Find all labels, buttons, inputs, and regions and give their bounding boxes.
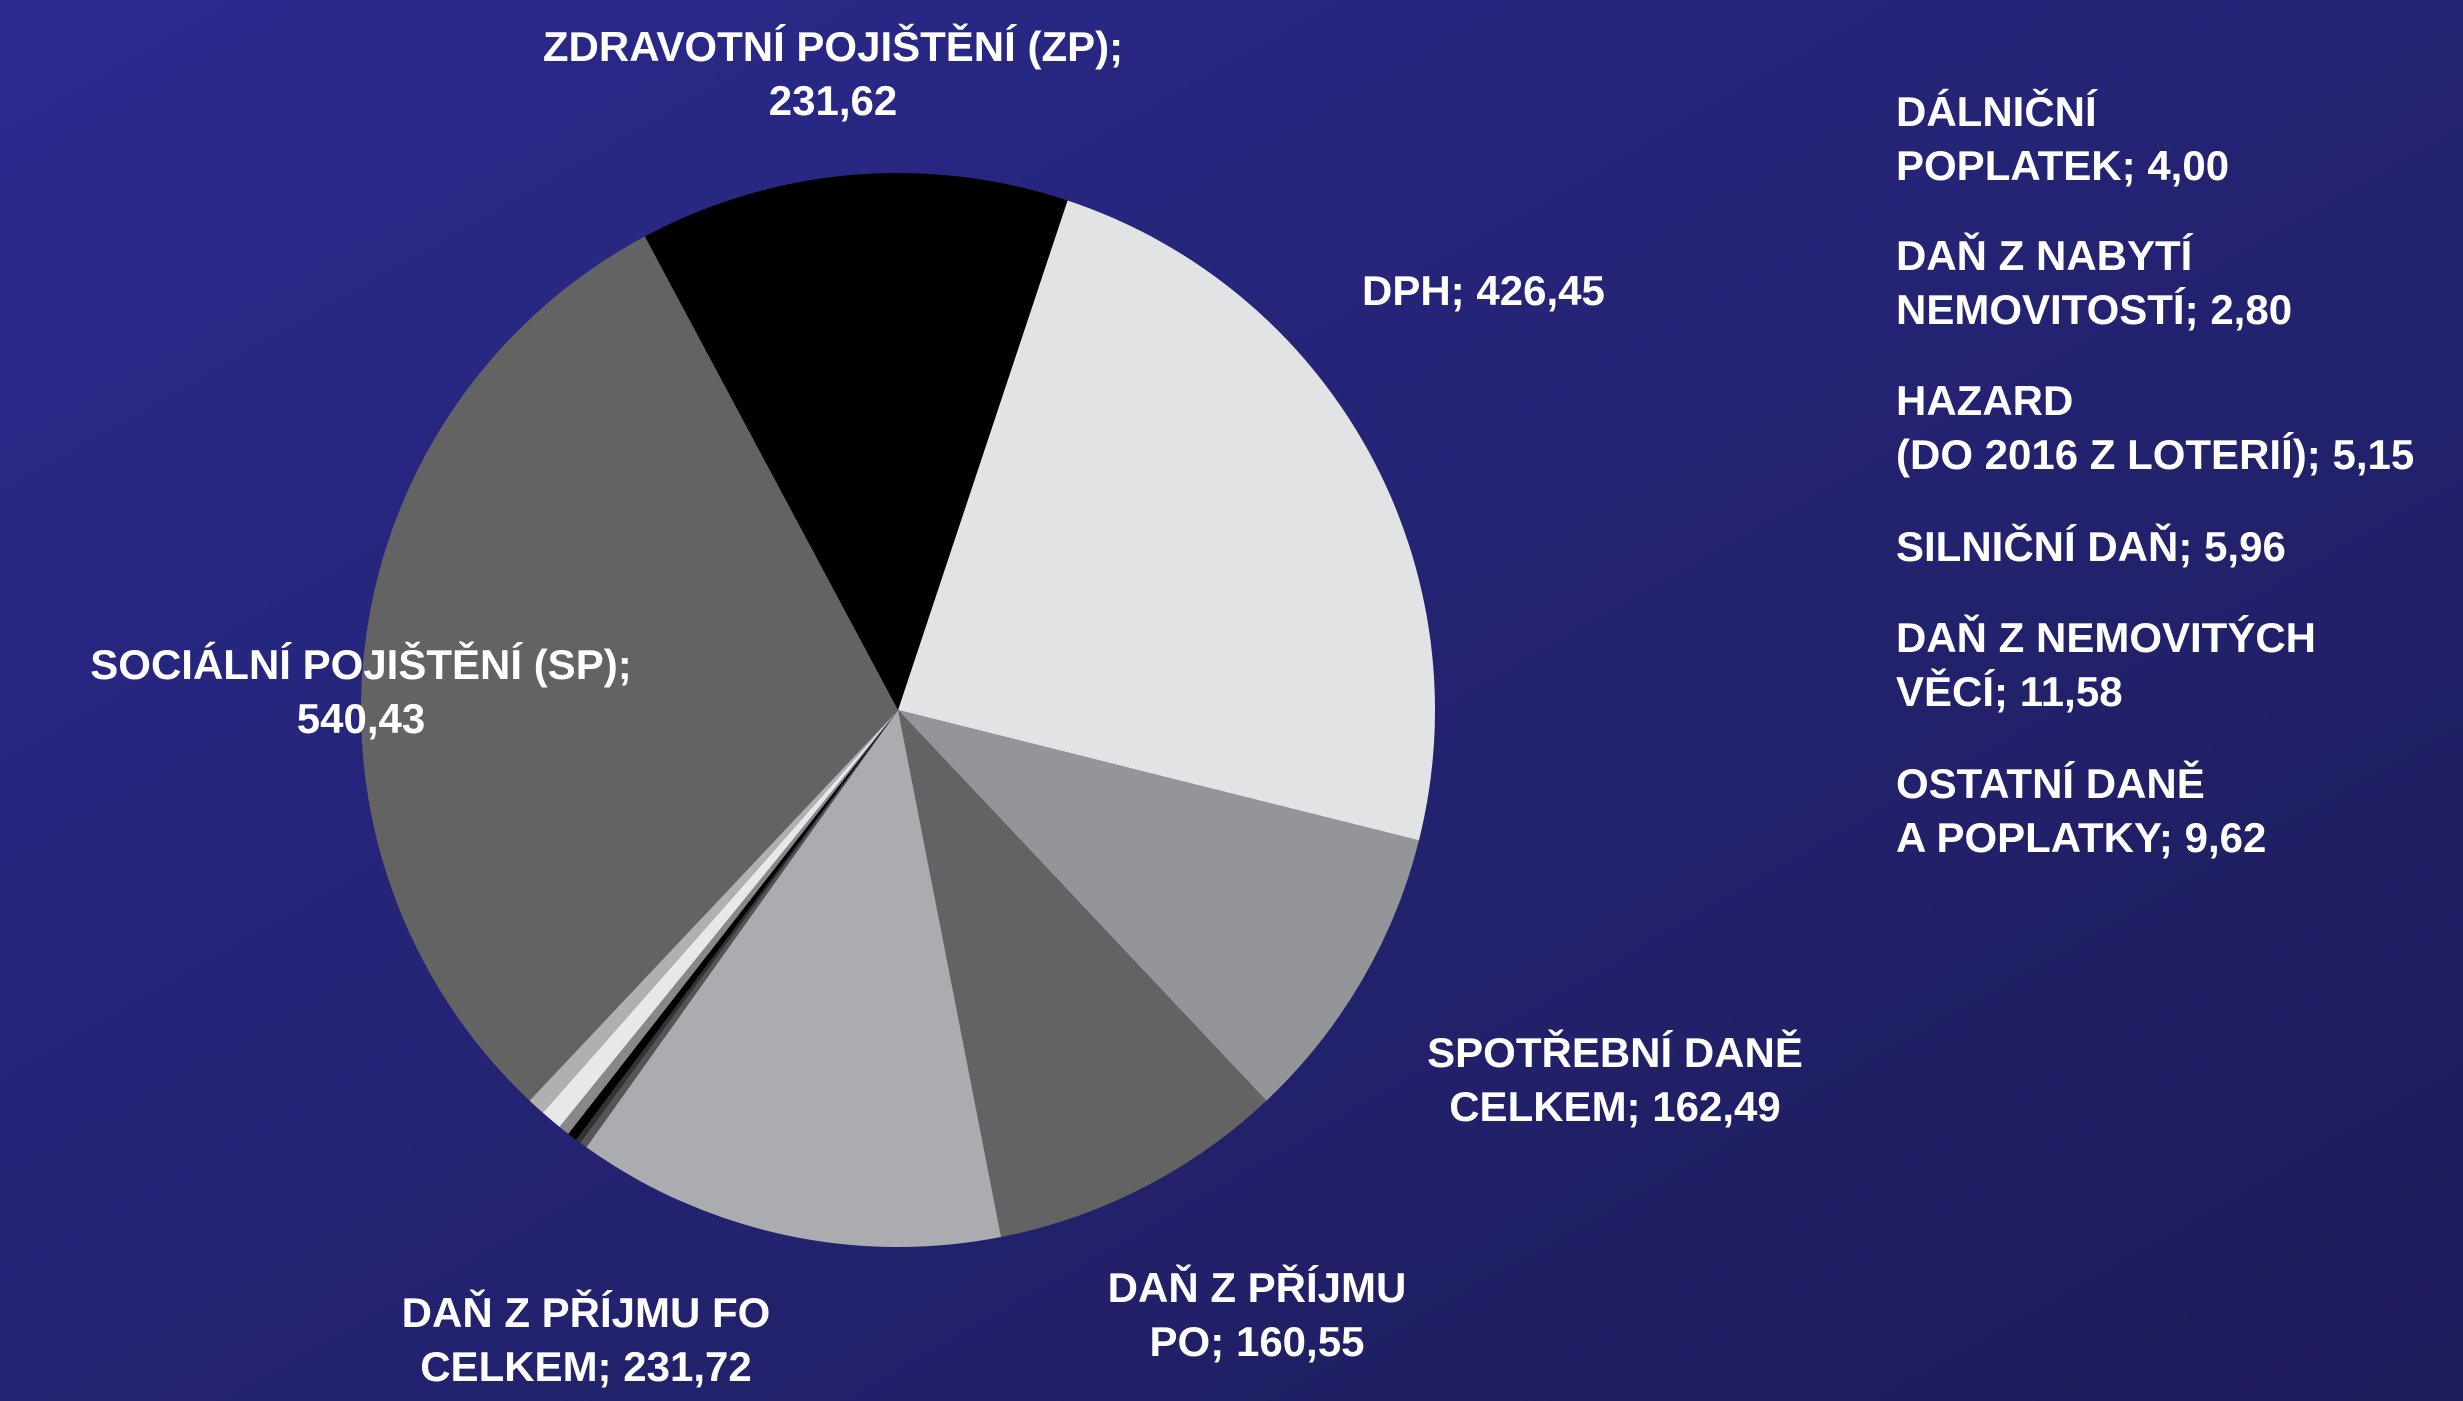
value-label: 231,72 — [623, 1343, 751, 1390]
pie-slice — [559, 710, 898, 1134]
value-label: 231,62 — [769, 77, 897, 124]
slice-label: PO; 160,55 — [1150, 1318, 1365, 1365]
category-label: SILNIČNÍ DAŇ; — [1896, 522, 2192, 570]
pie-slice — [542, 710, 898, 1127]
value-label: 160,55 — [1236, 1318, 1364, 1365]
value-label: 2,80 — [2210, 286, 2292, 333]
category-label: ZDRAVOTNÍ POJIŠTĚNÍ (ZP); — [543, 22, 1123, 70]
pie-slice — [361, 236, 898, 1101]
pie-slice — [580, 710, 898, 1148]
slice-label: SOCIÁLNÍ POJIŠTĚNÍ (SP); — [90, 640, 631, 688]
value-label: 426,45 — [1476, 267, 1604, 314]
pie-slice — [586, 710, 1002, 1247]
category-label: DÁLNIČNÍ — [1896, 87, 2098, 135]
category-label: POPLATEK; — [1896, 142, 2136, 189]
category-label: DAŇ Z NABYTÍ — [1896, 231, 2194, 279]
slice-label: SPOTŘEBNÍ DANĚ — [1427, 1028, 1803, 1076]
slice-label: ZDRAVOTNÍ POJIŠTĚNÍ (ZP); — [543, 22, 1123, 70]
slice-label: DÁLNIČNÍ — [1896, 87, 2098, 135]
category-label: CELKEM; — [1449, 1083, 1640, 1130]
category-label: DAŇ Z NEMOVITÝCH — [1896, 613, 2316, 661]
category-label: (DO 2016 Z LOTERIÍ); — [1896, 431, 2321, 478]
category-label: DAŇ Z PŘÍJMU FO — [402, 1288, 771, 1336]
category-label: A POPLATKY; — [1896, 814, 2173, 861]
category-label: PO; — [1150, 1318, 1225, 1365]
value-label: 4,00 — [2147, 142, 2229, 189]
pie-slice — [576, 710, 898, 1143]
value-label: 162,49 — [1652, 1083, 1780, 1130]
category-label: HAZARD — [1896, 377, 2073, 424]
category-label: SPOTŘEBNÍ DANĚ — [1427, 1028, 1803, 1076]
slice-label: POPLATEK; 4,00 — [1896, 142, 2229, 189]
slice-label: VĚCÍ; 11,58 — [1896, 667, 2123, 715]
category-label: NEMOVITOSTÍ; — [1896, 286, 2199, 333]
category-label: CELKEM; — [420, 1343, 611, 1390]
pie-slice — [898, 710, 1419, 1101]
value-label: 5,15 — [2332, 431, 2414, 478]
category-label: SOCIÁLNÍ POJIŠTĚNÍ (SP); — [90, 640, 631, 688]
slice-label: CELKEM; 231,72 — [420, 1343, 752, 1390]
category-label: DPH; — [1362, 267, 1465, 314]
slice-label: A POPLATKY; 9,62 — [1896, 814, 2266, 861]
pie-slice — [529, 710, 898, 1113]
slice-label: (DO 2016 Z LOTERIÍ); 5,15 — [1896, 431, 2414, 478]
slice-label: HAZARD — [1896, 377, 2073, 424]
slice-label: NEMOVITOSTÍ; 2,80 — [1896, 286, 2292, 333]
pie-slice — [898, 710, 1267, 1238]
value-label: 540,43 — [297, 695, 425, 742]
value-label: 9,62 — [2185, 814, 2267, 861]
category-label: OSTATNÍ DANĚ — [1896, 759, 2205, 807]
slice-label: DAŇ Z NABYTÍ — [1896, 231, 2194, 279]
slice-label: OSTATNÍ DANĚ — [1896, 759, 2205, 807]
slice-label: DPH; 426,45 — [1362, 267, 1605, 314]
slice-label: SILNIČNÍ DAŇ; 5,96 — [1896, 522, 2286, 570]
slice-label: DAŇ Z PŘÍJMU FO — [402, 1288, 771, 1336]
pie-slice — [898, 200, 1435, 841]
slice-label: DAŇ Z PŘÍJMU — [1108, 1263, 1407, 1311]
pie-slice — [644, 172, 1068, 710]
category-label: DAŇ Z PŘÍJMU — [1108, 1263, 1407, 1311]
value-label: 11,58 — [2020, 668, 2123, 715]
slice-label: DAŇ Z NEMOVITÝCH — [1896, 613, 2316, 661]
value-label: 5,96 — [2204, 523, 2286, 570]
category-label: VĚCÍ; — [1896, 667, 2008, 715]
slice-label: CELKEM; 162,49 — [1449, 1083, 1781, 1130]
pie-slice — [568, 710, 898, 1140]
